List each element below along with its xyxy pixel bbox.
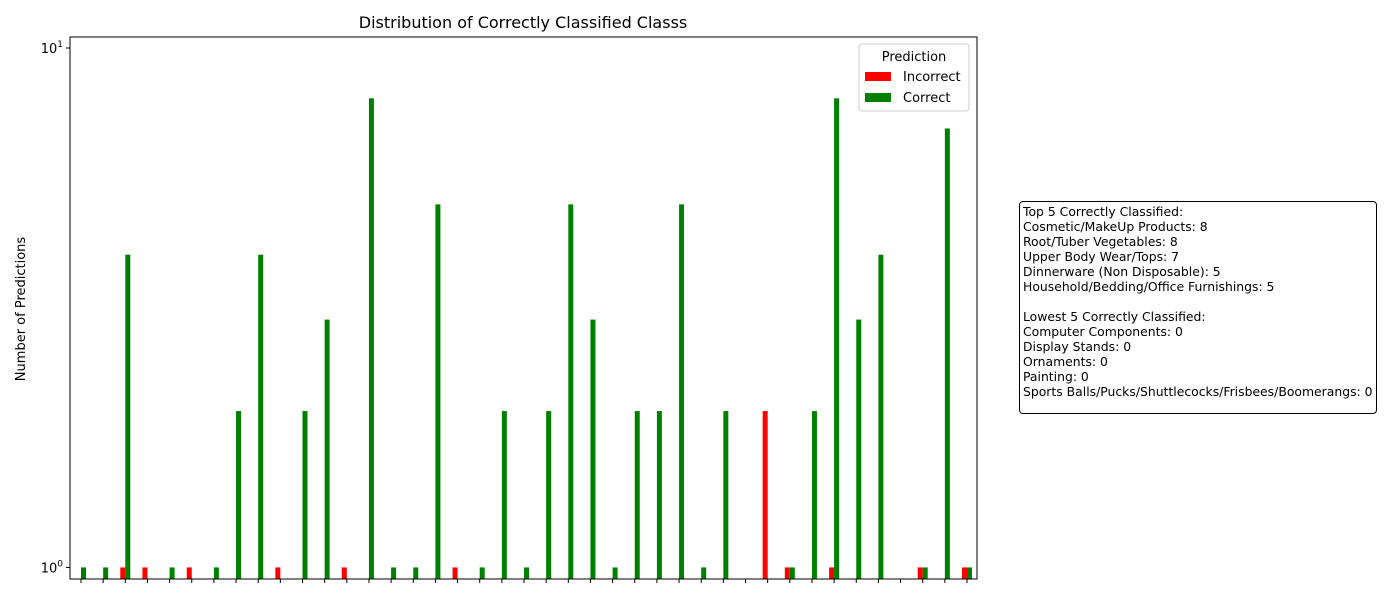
bar-incorrect-17 — [452, 567, 458, 579]
summary-line: Computer Components: 0 — [1023, 324, 1183, 339]
bar-correct-34 — [834, 98, 840, 579]
summary-box: Top 5 Correctly Classified: Cosmetic/Make… — [1019, 201, 1377, 414]
bar-incorrect-2 — [120, 567, 126, 579]
legend-swatch-correct — [865, 93, 891, 102]
bar-correct-38 — [922, 567, 928, 579]
y-tick-label-0: 100 — [41, 559, 64, 576]
bar-correct-20 — [524, 567, 529, 579]
bar-correct-11 — [324, 319, 330, 579]
bar-correct-8 — [258, 254, 264, 579]
legend-label-correct: Correct — [903, 91, 950, 106]
bar-correct-22 — [568, 204, 574, 579]
summary-line: Top 5 Correctly Classified: — [1023, 204, 1184, 219]
bar-incorrect-34 — [829, 567, 835, 579]
y-axis-label: Number of Predictions — [14, 237, 29, 382]
bar-correct-18 — [479, 567, 485, 579]
legend-label-incorrect: Incorrect — [903, 70, 961, 85]
bar-correct-23 — [590, 319, 596, 579]
summary-line: Lowest 5 Correctly Classified: — [1023, 309, 1206, 324]
bar-incorrect-3 — [142, 567, 148, 579]
bar-correct-16 — [435, 204, 441, 579]
bar-correct-15 — [413, 567, 419, 579]
bar-correct-26 — [656, 411, 662, 579]
bar-correct-35 — [856, 319, 862, 579]
bar-correct-39 — [944, 128, 950, 579]
bar-incorrect-9 — [275, 567, 281, 579]
bar-incorrect-38 — [917, 567, 923, 579]
summary-line: Cosmetic/MakeUp Products: 8 — [1023, 219, 1208, 234]
summary-line: Household/Bedding/Office Furnishings: 5 — [1023, 279, 1275, 294]
bar-correct-1 — [103, 567, 109, 579]
bar-incorrect-40 — [962, 567, 967, 579]
y-tick-exponent: 1 — [57, 40, 63, 50]
summary-line: Sports Balls/Pucks/Shuttlecocks/Frisbees… — [1023, 384, 1373, 399]
summary-line — [1023, 294, 1373, 309]
bar-correct-7 — [236, 411, 242, 579]
bar-correct-32 — [789, 567, 795, 579]
bar-correct-21 — [546, 411, 552, 579]
bar-correct-2 — [125, 254, 131, 579]
summary-line: Dinnerware (Non Disposable): 5 — [1023, 264, 1221, 279]
chart-title: Distribution of Correctly Classified Cla… — [359, 13, 687, 32]
summary-line: Painting: 0 — [1023, 369, 1089, 384]
plot-frame — [69, 36, 978, 580]
bar-correct-6 — [213, 567, 219, 579]
y-tick-base: 10 — [41, 561, 58, 576]
bar-correct-29 — [723, 411, 729, 579]
legend-swatch-incorrect — [865, 72, 891, 81]
bar-correct-19 — [501, 411, 507, 579]
summary-line: Upper Body Wear/Tops: 7 — [1023, 249, 1180, 264]
x-ticks-group — [80, 579, 968, 583]
bar-correct-4 — [169, 567, 175, 579]
bar-correct-25 — [634, 411, 640, 579]
bar-correct-0 — [81, 567, 86, 579]
bar-correct-40 — [967, 567, 972, 579]
bar-correct-13 — [368, 98, 374, 579]
bar-incorrect-32 — [784, 567, 790, 579]
y-tick-label-1: 101 — [41, 40, 63, 57]
bar-correct-27 — [679, 204, 685, 579]
legend: Prediction Incorrect Correct — [858, 43, 970, 112]
bar-correct-14 — [391, 567, 397, 579]
bar-incorrect-31 — [762, 411, 768, 579]
bar-correct-28 — [701, 567, 707, 579]
summary-line: Root/Tuber Vegetables: 8 — [1023, 234, 1178, 249]
summary-line: Display Stands: 0 — [1023, 339, 1132, 354]
bar-correct-36 — [878, 254, 884, 579]
bar-correct-24 — [612, 567, 618, 579]
summary-line: Ornaments: 0 — [1023, 354, 1108, 369]
bar-correct-10 — [302, 411, 308, 579]
y-tick-base: 10 — [41, 42, 58, 57]
bar-incorrect-12 — [341, 567, 347, 579]
bar-incorrect-5 — [186, 567, 192, 579]
bars-group — [81, 98, 972, 579]
y-tick-exponent: 0 — [57, 559, 63, 569]
bar-correct-33 — [811, 411, 817, 579]
legend-title: Prediction — [882, 50, 947, 65]
